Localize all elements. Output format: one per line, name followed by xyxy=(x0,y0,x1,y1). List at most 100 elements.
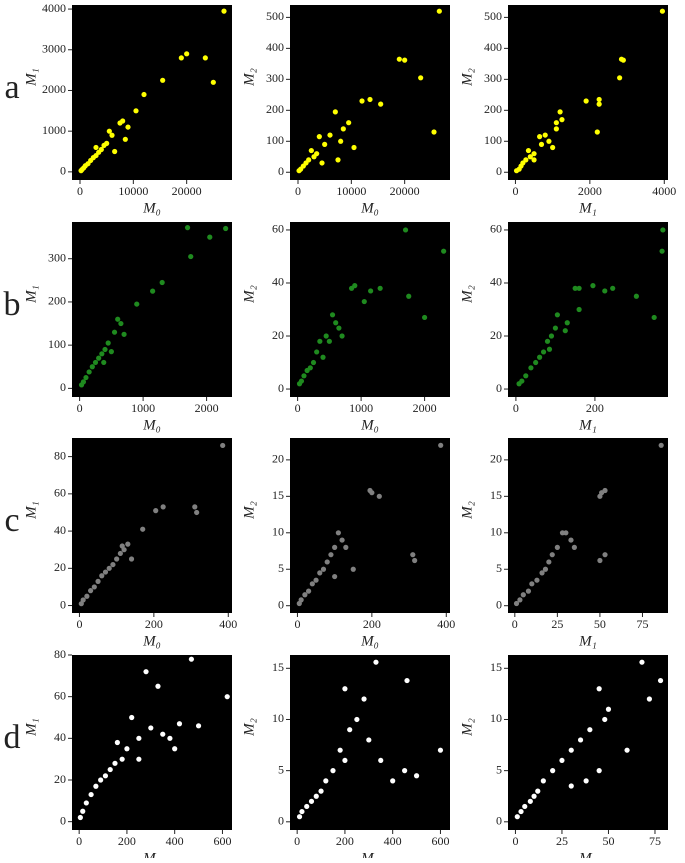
point xyxy=(99,573,105,579)
point xyxy=(513,168,520,174)
y-tick-label: 400 xyxy=(266,40,284,54)
point xyxy=(102,569,109,575)
point xyxy=(659,248,665,254)
point xyxy=(525,147,532,154)
point xyxy=(597,557,603,564)
point xyxy=(316,134,322,140)
point xyxy=(602,487,608,494)
point xyxy=(202,55,208,61)
point xyxy=(402,768,408,774)
point xyxy=(108,349,114,355)
x-tick-label: 25 xyxy=(551,617,563,631)
point xyxy=(313,793,319,799)
x-axis-label: M₀ xyxy=(142,633,161,649)
point xyxy=(143,669,149,675)
x-tick-label: 0 xyxy=(76,834,82,848)
y-tick-label: 300 xyxy=(266,71,284,85)
point xyxy=(658,442,664,448)
x-tick-label: 0 xyxy=(76,617,82,631)
y-tick-label: 0 xyxy=(60,380,66,394)
point xyxy=(114,739,120,746)
point xyxy=(367,487,373,494)
point xyxy=(523,373,529,379)
point xyxy=(88,588,94,594)
panel-label: a xyxy=(4,69,19,106)
point xyxy=(368,288,374,294)
y-axis-label: M₂ xyxy=(241,718,257,737)
point xyxy=(332,573,338,580)
point xyxy=(101,359,107,366)
y-tick-label: 0 xyxy=(278,814,284,828)
x-tick-label: 200 xyxy=(363,617,381,631)
point xyxy=(150,288,156,294)
y-tick-label: 5 xyxy=(278,561,284,575)
y-tick-label: 0 xyxy=(60,813,66,827)
point xyxy=(304,803,310,810)
point xyxy=(309,581,315,587)
point xyxy=(531,157,537,163)
point xyxy=(296,600,302,607)
y-tick-label: 1000 xyxy=(42,123,66,137)
point xyxy=(78,601,84,607)
point xyxy=(527,798,533,804)
y-tick-label: 200 xyxy=(48,294,66,308)
point xyxy=(590,283,596,289)
x-tick-label: 25 xyxy=(556,834,568,848)
point xyxy=(535,788,541,794)
point xyxy=(195,723,202,729)
point xyxy=(550,144,556,151)
point xyxy=(402,57,408,63)
point xyxy=(155,683,161,689)
point xyxy=(367,96,373,103)
y-tick-label: 100 xyxy=(266,133,284,147)
point xyxy=(83,374,89,381)
point xyxy=(583,98,589,104)
point xyxy=(129,714,135,721)
point xyxy=(537,354,543,360)
point xyxy=(422,314,428,321)
y-axis-label: M₁ xyxy=(23,285,39,304)
x-tick-label: 200 xyxy=(145,617,163,631)
point xyxy=(559,530,566,536)
point xyxy=(160,504,166,510)
point xyxy=(361,298,367,305)
point xyxy=(95,578,101,584)
point xyxy=(106,565,112,571)
y-tick-label: 10 xyxy=(272,711,284,725)
point xyxy=(327,132,333,138)
point xyxy=(554,312,560,318)
point xyxy=(516,381,522,387)
point xyxy=(333,320,339,326)
point xyxy=(160,731,166,737)
x-tick-label: 10000 xyxy=(336,184,366,198)
y-tick-label: 300 xyxy=(484,71,502,85)
plot-area xyxy=(508,438,668,613)
point xyxy=(78,382,85,388)
y-tick-label: 100 xyxy=(48,337,66,351)
point xyxy=(531,151,537,157)
x-axis-label: M₀ xyxy=(142,200,161,216)
point xyxy=(537,134,543,140)
plot-area xyxy=(290,438,450,613)
point xyxy=(418,75,424,81)
y-tick-label: 300 xyxy=(48,250,66,264)
point xyxy=(77,814,83,821)
point xyxy=(99,351,105,357)
y-tick-label: 15 xyxy=(272,660,284,674)
point xyxy=(91,584,97,590)
point xyxy=(529,581,535,587)
y-tick-label: 2000 xyxy=(42,82,66,96)
plot-area xyxy=(290,655,450,830)
point xyxy=(562,328,568,334)
point xyxy=(106,128,112,134)
y-tick-label: 0 xyxy=(278,381,284,395)
point xyxy=(568,747,574,753)
y-tick-label: 0 xyxy=(496,164,502,178)
y-tick-label: 0 xyxy=(60,597,66,611)
y-axis-label: M₂ xyxy=(241,285,257,304)
y-tick-label: 10 xyxy=(272,525,284,539)
y-tick-label: 20 xyxy=(272,452,284,466)
point xyxy=(93,144,99,151)
point xyxy=(660,227,666,233)
point xyxy=(122,136,128,142)
